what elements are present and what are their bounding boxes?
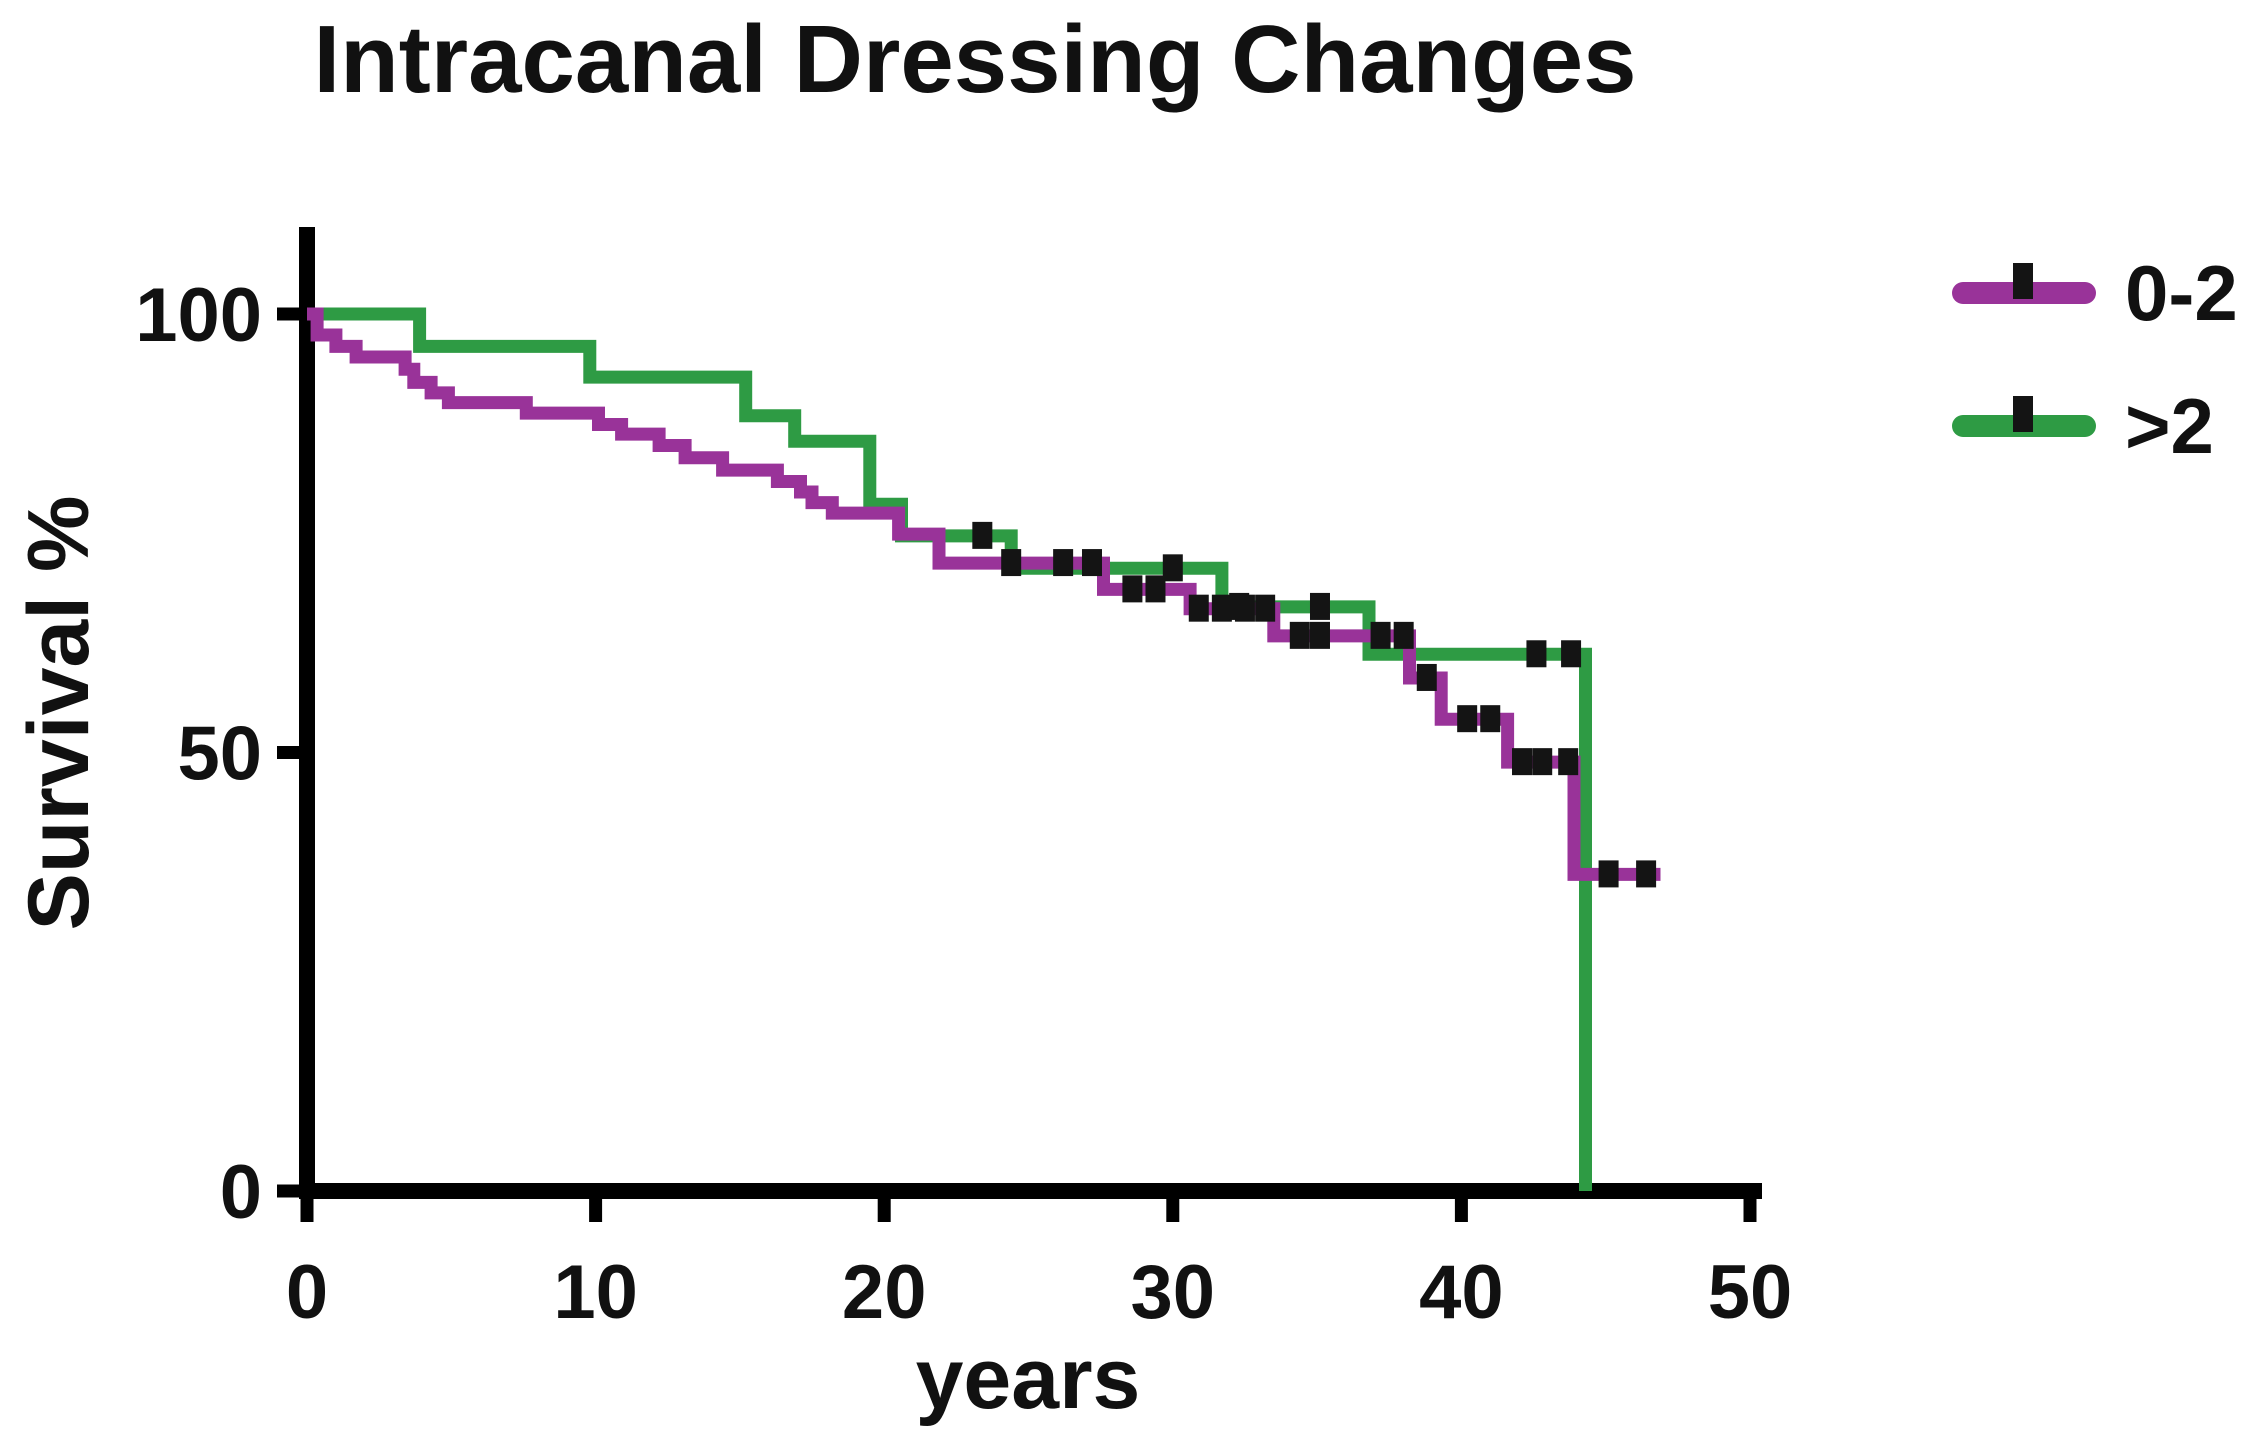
censor-tick [1309,621,1330,649]
censor-tick [1558,748,1579,776]
survival-curve-2 [307,307,1592,1191]
axes: 0 50 100 0 10 20 30 40 50 [135,227,1792,1335]
censor-tick [1526,640,1547,668]
censor-tick [1081,549,1102,577]
x-tick-label: 50 [1708,1250,1793,1335]
censor-tick [1480,705,1501,733]
legend-label: 0-2 [2125,249,2238,337]
censor-tick [1162,554,1183,582]
x-tick-label: 20 [842,1250,927,1335]
y-axis-label: Survival % [11,496,107,931]
censor-tick [1188,594,1209,622]
legend: 0-2 >2 [1952,249,2238,470]
censor-tick [1457,705,1478,733]
censor-ticks [972,521,1657,888]
survival-curves [307,307,1661,1191]
censor-tick [1598,860,1619,888]
legend-label: >2 [2125,382,2214,470]
censor-tick [1145,575,1166,603]
censor-tick [1309,592,1330,620]
x-tick-label: 0 [286,1250,328,1335]
x-tick-label: 10 [553,1250,638,1335]
censor-tick [1211,594,1232,622]
censor-tick [1370,621,1391,649]
y-tick-label: 100 [135,273,262,358]
censor-tick [1393,621,1414,649]
legend-censor-tick [2013,263,2033,299]
censor-tick [1122,575,1143,603]
censor-tick [1636,860,1657,888]
censor-tick [972,521,993,549]
censor-tick [1532,748,1553,776]
censor-tick [1289,621,1310,649]
censor-tick [1512,748,1533,776]
censor-tick [1001,549,1022,577]
chart-title: Intracanal Dressing Changes [313,6,1636,113]
censor-tick [1053,549,1074,577]
x-axis-label: years [916,1331,1141,1427]
survival-curve-02 [307,307,1661,881]
x-tick-label: 30 [1131,1250,1216,1335]
censor-tick [1561,640,1582,668]
y-tick-label: 50 [177,712,262,797]
censor-tick [1416,663,1437,691]
y-tick-label: 0 [220,1150,262,1235]
censor-tick [1229,592,1250,620]
censor-tick [1255,594,1276,622]
legend-censor-tick [2013,396,2033,432]
x-tick-label: 40 [1419,1250,1504,1335]
